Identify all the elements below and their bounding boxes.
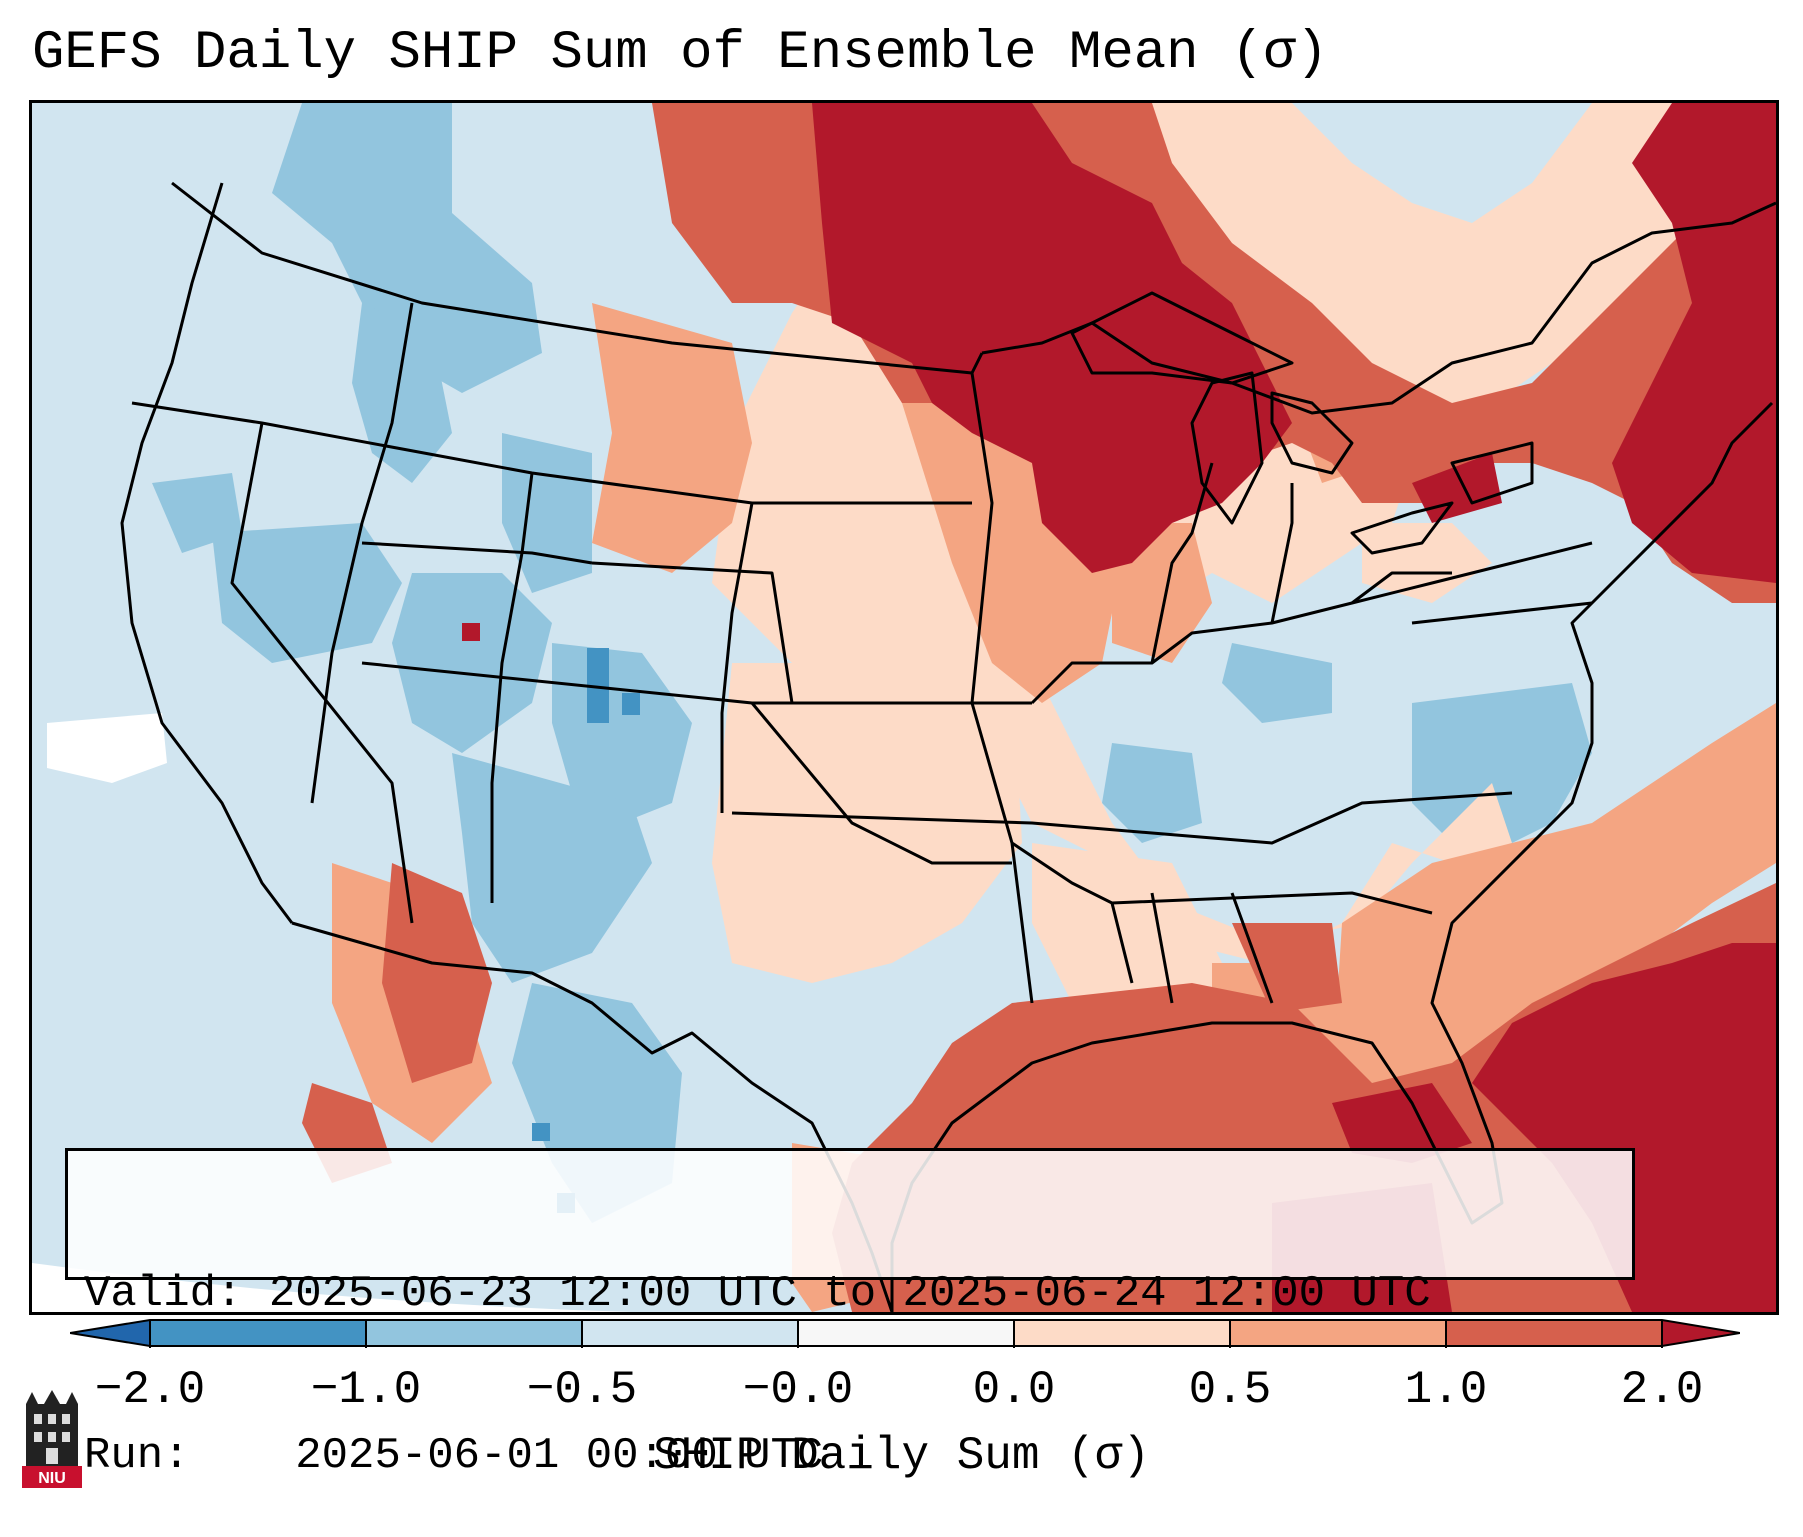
map-panel — [29, 100, 1779, 1315]
valid-run-info-box: Valid: 2025-06-23 12:00 UTC to 2025-06-2… — [65, 1148, 1635, 1481]
logo-text: NIU — [38, 1470, 66, 1487]
colorbar-bin-2 — [366, 1320, 582, 1346]
colorbar-bin-4 — [798, 1320, 1014, 1346]
run-value: 2025-06-01 00:00 UTC — [295, 1431, 824, 1481]
valid-value: 2025-06-23 12:00 UTC to 2025-06-24 12:00… — [268, 1269, 1431, 1319]
run-label: Run: — [84, 1431, 243, 1481]
colorbar-tick-label: 1.0 — [1404, 1364, 1488, 1416]
colorbar-extend-low — [70, 1320, 150, 1346]
colorbar-tick-label: −0.5 — [526, 1364, 638, 1416]
niu-logo-icon: NIU — [22, 1390, 82, 1488]
run-row: Run: 2025-06-01 00:00 UTC — [84, 1429, 1632, 1483]
colorbar-label: SHIP Daily Sum (σ) — [653, 1430, 1150, 1482]
colorbar-bin-1 — [150, 1320, 366, 1346]
valid-label: Valid: — [84, 1269, 243, 1319]
colorbar-tick-label: −1.0 — [310, 1364, 422, 1416]
colorbar-bin-5 — [1014, 1320, 1230, 1346]
colorbar — [70, 1319, 1740, 1348]
colorbar-tick-label: −0.0 — [742, 1364, 854, 1416]
colorbar-extend-high — [1662, 1320, 1740, 1346]
colorbar-tick-label: 0.0 — [972, 1364, 1056, 1416]
colorbar-tick-label: −2.0 — [94, 1364, 206, 1416]
colorbar-tick-label: 0.5 — [1188, 1364, 1272, 1416]
colorbar-tick-label: 2.0 — [1620, 1364, 1704, 1416]
chart-title: GEFS Daily SHIP Sum of Ensemble Mean (σ) — [32, 23, 1329, 84]
us-map-icon — [32, 103, 1776, 1312]
colorbar-bin-6 — [1230, 1320, 1446, 1346]
colorbar-bin-7 — [1446, 1320, 1662, 1346]
valid-row: Valid: 2025-06-23 12:00 UTC to 2025-06-2… — [84, 1267, 1632, 1321]
colorbar-bin-3 — [582, 1320, 798, 1346]
